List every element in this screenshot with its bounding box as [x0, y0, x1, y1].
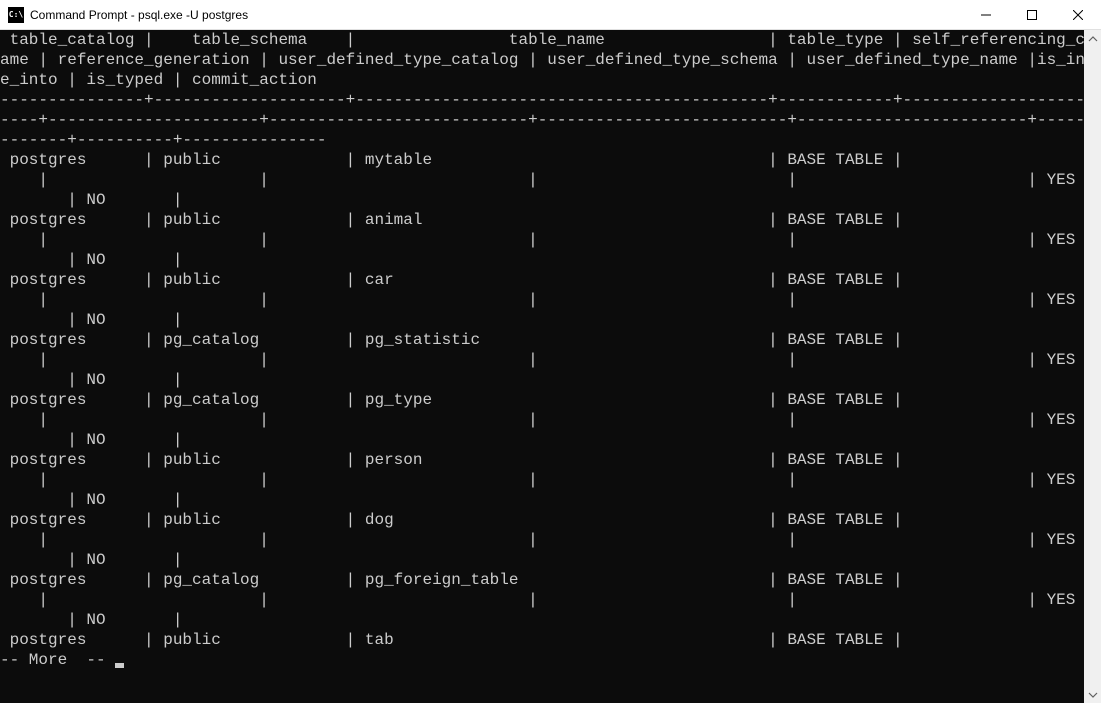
scrollbar-track[interactable] [1084, 47, 1101, 686]
window-controls [963, 0, 1101, 29]
scrollbar-up-arrow-icon[interactable] [1084, 30, 1101, 47]
window-title: Command Prompt - psql.exe -U postgres [30, 8, 248, 22]
minimize-icon [981, 10, 991, 20]
maximize-icon [1027, 10, 1037, 20]
window-titlebar: C:\ Command Prompt - psql.exe -U postgre… [0, 0, 1101, 30]
terminal-cursor [115, 663, 124, 668]
terminal-output[interactable]: table_catalog | table_schema | table_nam… [0, 30, 1084, 703]
maximize-button[interactable] [1009, 0, 1055, 29]
cmd-icon: C:\ [8, 7, 24, 23]
close-icon [1073, 10, 1083, 20]
terminal-container: table_catalog | table_schema | table_nam… [0, 30, 1101, 703]
close-button[interactable] [1055, 0, 1101, 29]
vertical-scrollbar[interactable] [1084, 30, 1101, 703]
minimize-button[interactable] [963, 0, 1009, 29]
scrollbar-down-arrow-icon[interactable] [1084, 686, 1101, 703]
